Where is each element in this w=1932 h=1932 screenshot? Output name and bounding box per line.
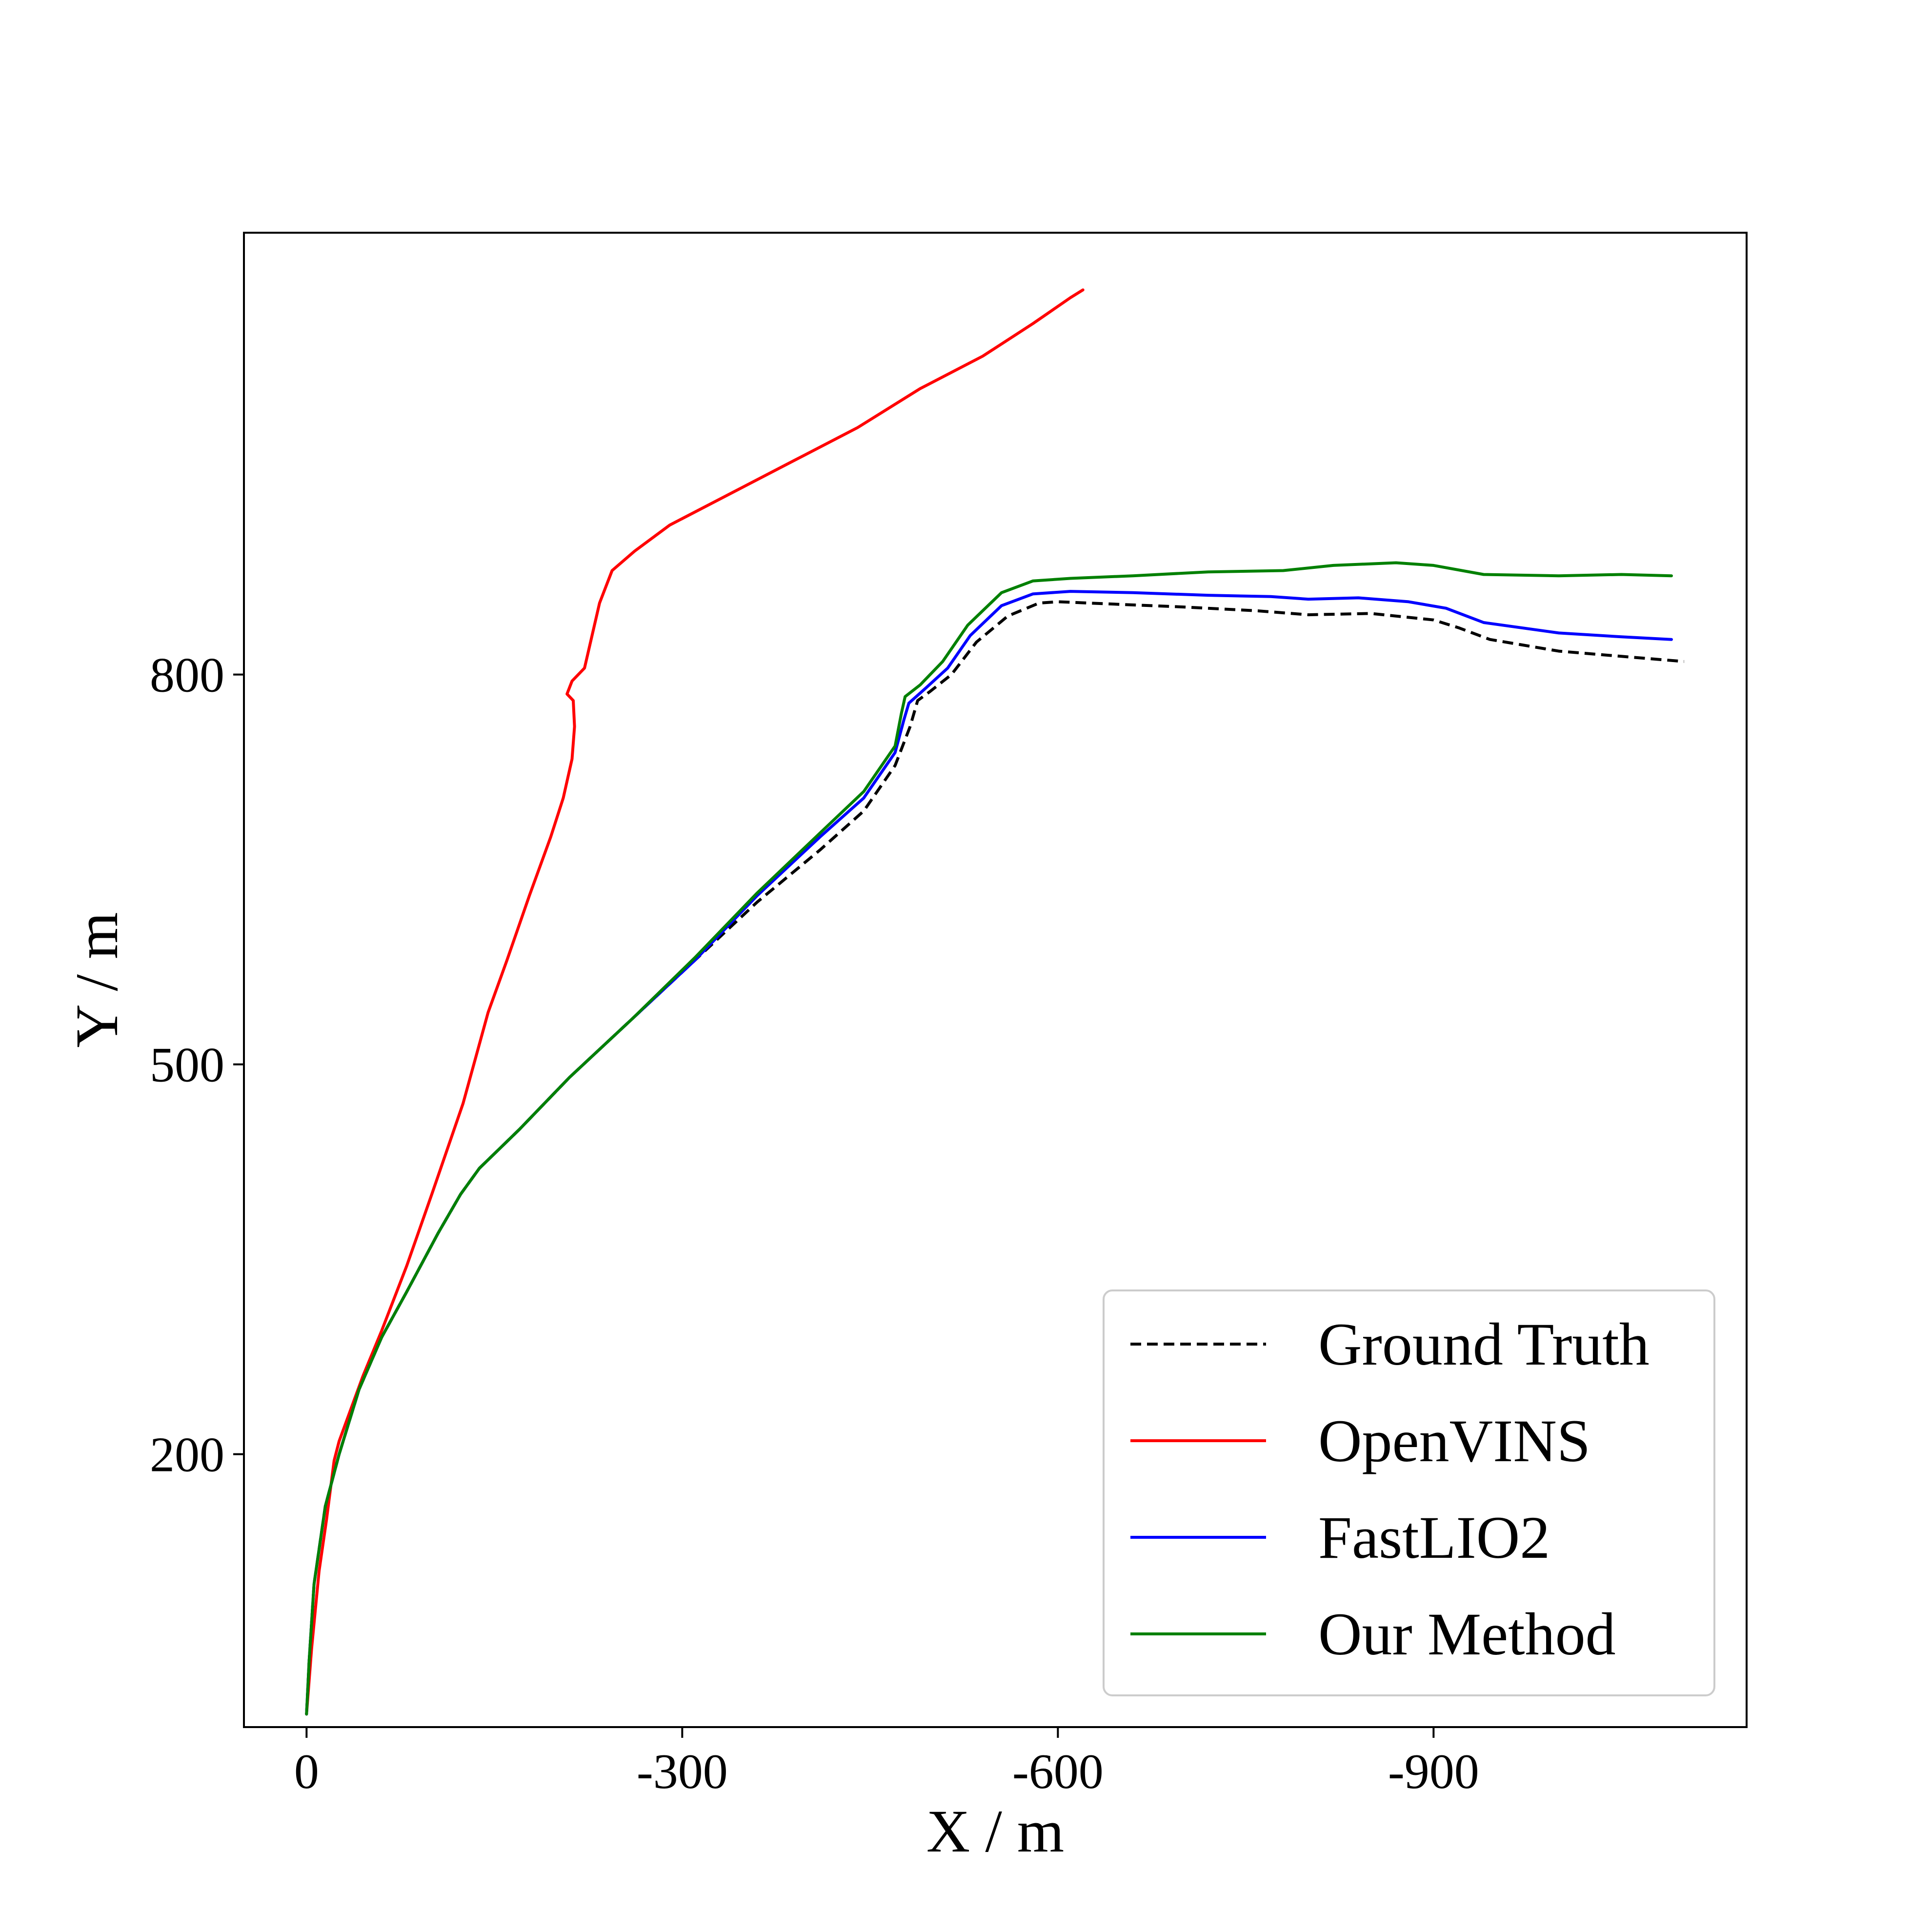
legend-label-our-method: Our Method [1318,1601,1616,1668]
y-tick-label: 200 [150,1428,224,1483]
series-line-ground-truth [305,600,1684,1714]
x-tick-label: 0 [294,1744,319,1799]
x-tick-label: -300 [637,1744,728,1799]
series-line-our-method [305,561,1673,1716]
legend: Ground Truth OpenVINS FastLIO2 Our Method [1103,1289,1715,1696]
y-tick-label: 800 [150,648,224,703]
y-axis-label: Y / m [63,912,130,1048]
x-tick-label: -900 [1388,1744,1479,1799]
plot-frame [243,232,1748,1728]
legend-label-openvins: OpenVINS [1318,1408,1590,1474]
legend-label-fastlio2: FastLIO2 [1318,1504,1550,1571]
y-tick-label: 500 [150,1038,224,1093]
series-layer [305,288,1684,1716]
legend-box [1103,1289,1715,1696]
legend-label-ground-truth: Ground Truth [1318,1311,1650,1378]
x-tick-label: -600 [1012,1744,1104,1799]
ticks-layer: 0 -300 -600 -900 200 500 800 [150,648,1479,1799]
x-axis-label: X / m [926,1798,1064,1865]
